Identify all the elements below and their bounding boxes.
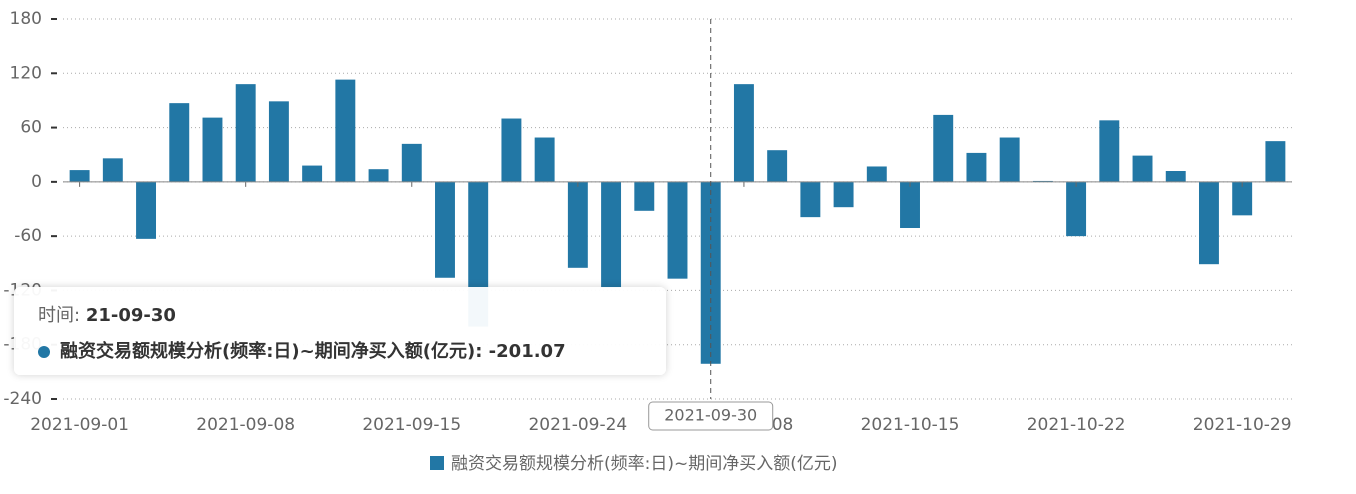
bar bbox=[302, 165, 323, 182]
bar bbox=[534, 137, 555, 182]
tooltip-separator: : bbox=[475, 341, 483, 362]
bar bbox=[235, 84, 256, 182]
bar bbox=[501, 118, 522, 182]
bar bbox=[136, 181, 157, 239]
bar bbox=[601, 181, 622, 288]
tooltip-series-name: 融资交易额规模分析(频率:日)~期间净买入额(亿元) bbox=[60, 341, 476, 362]
bar bbox=[368, 169, 389, 182]
pointer-label-box bbox=[648, 401, 774, 431]
bar bbox=[69, 170, 90, 182]
bar bbox=[202, 117, 223, 182]
bar bbox=[435, 181, 455, 278]
bar bbox=[401, 143, 422, 182]
bar bbox=[102, 158, 123, 182]
bar bbox=[567, 181, 588, 268]
tooltip-dot bbox=[38, 346, 50, 358]
y-tick-label: -60 bbox=[14, 226, 42, 246]
bar bbox=[866, 166, 887, 182]
bar bbox=[1099, 120, 1120, 182]
bar bbox=[966, 152, 987, 182]
bar bbox=[1232, 181, 1253, 216]
bar bbox=[999, 137, 1020, 182]
bar bbox=[933, 114, 954, 182]
y-tick-label: -240 bbox=[3, 389, 42, 409]
tooltip-time-value: 21-09-30 bbox=[85, 305, 176, 326]
bar bbox=[900, 181, 920, 228]
bar bbox=[268, 101, 289, 182]
bar bbox=[667, 181, 688, 279]
x-tick-label: 2021-10-29 bbox=[1193, 415, 1292, 435]
bar bbox=[169, 103, 190, 182]
bar bbox=[1066, 181, 1087, 237]
legend-label: 融资交易额规模分析(频率:日)~期间净买入额(亿元) bbox=[451, 454, 838, 474]
bar bbox=[1132, 155, 1153, 182]
bar bbox=[634, 181, 655, 211]
x-tick-label: 2021-09-01 bbox=[30, 415, 129, 435]
x-tick-label: 2021-09-08 bbox=[196, 415, 295, 435]
y-tick-label: 60 bbox=[20, 118, 42, 138]
bar bbox=[833, 181, 854, 208]
pointer-label: 2021-09-30 bbox=[664, 406, 757, 425]
tooltip: 时间: 21-09-30 融资交易额规模分析(频率:日)~期间净买入额(亿元):… bbox=[14, 287, 666, 375]
x-tick-label: 2021-09-24 bbox=[528, 415, 627, 435]
tooltip-series: 融资交易额规模分析(频率:日)~期间净买入额(亿元): -201.07 bbox=[38, 337, 566, 363]
x-tick-label: 2021-10-15 bbox=[861, 415, 960, 435]
y-tick-label: 120 bbox=[10, 63, 42, 83]
tooltip-value: -201.07 bbox=[488, 341, 566, 362]
bar bbox=[1198, 181, 1219, 265]
bar bbox=[335, 79, 356, 182]
x-tick-label: 2021-10-22 bbox=[1027, 415, 1126, 435]
legend-swatch bbox=[430, 456, 444, 470]
bar bbox=[767, 150, 788, 182]
bar bbox=[1165, 171, 1186, 182]
bar bbox=[1265, 141, 1286, 182]
bar bbox=[800, 181, 821, 218]
x-tick-label: 2021-09-15 bbox=[362, 415, 461, 435]
y-tick-label: 180 bbox=[10, 9, 42, 29]
y-tick-label: 0 bbox=[31, 172, 42, 192]
bar bbox=[733, 84, 754, 182]
tooltip-time-label: 时间: bbox=[38, 305, 81, 326]
tooltip-time: 时间: 21-09-30 bbox=[38, 301, 176, 327]
